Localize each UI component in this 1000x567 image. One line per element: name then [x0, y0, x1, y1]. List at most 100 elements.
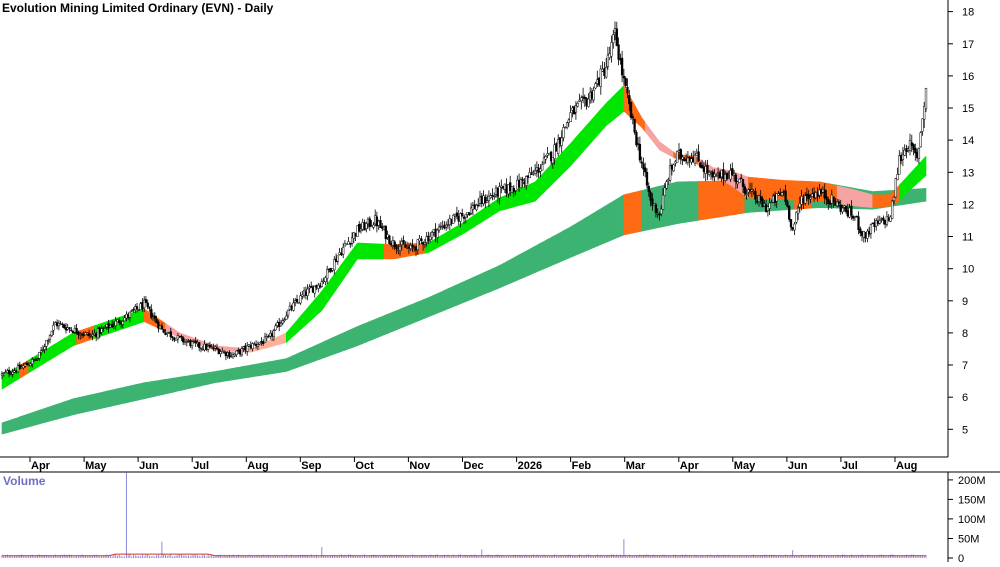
price-bar-body	[116, 319, 119, 322]
price-bar-body	[542, 157, 546, 164]
price-bar-body	[306, 288, 309, 296]
date-tick-label: Oct	[355, 460, 374, 472]
price-bar-body	[860, 231, 864, 236]
volume-label: Volume	[3, 474, 46, 488]
price-bar-body	[864, 231, 867, 239]
price-bar-body	[654, 204, 658, 213]
price-bar-body	[436, 229, 439, 238]
price-bar-body	[736, 181, 739, 185]
price-bar-body	[866, 230, 869, 239]
price-bar-body	[800, 196, 803, 205]
price-bar-body	[887, 217, 890, 221]
date-tick-label: 2026	[518, 460, 542, 472]
price-bar-body	[493, 195, 496, 198]
price-bar-body	[658, 214, 661, 216]
price-bar-body	[171, 336, 174, 338]
price-bar-body	[752, 190, 755, 192]
price-bar-body	[31, 359, 34, 365]
price-bar-body	[105, 323, 108, 328]
price-bar-body	[386, 234, 389, 238]
price-bar-body	[130, 310, 133, 312]
price-bar-body	[246, 345, 249, 352]
price-bar-body	[295, 299, 299, 302]
price-bar-body	[690, 158, 693, 163]
price-bar-body	[285, 315, 288, 320]
price-bar-body	[331, 268, 334, 271]
price-bar-body	[676, 151, 679, 163]
price-bar-body	[869, 224, 873, 234]
price-bar-body	[795, 212, 798, 223]
price-bar-body	[631, 116, 634, 119]
price-bar-body	[647, 186, 650, 193]
price-bar-body	[910, 142, 913, 147]
price-bar-body	[333, 259, 336, 271]
price-bar-body	[557, 139, 560, 154]
price-bar-body	[782, 191, 785, 193]
price-bar-body	[525, 176, 528, 186]
volume-ticks: 200M 150M 100M 50M 0	[948, 475, 986, 565]
price-bar-body	[430, 231, 434, 239]
price-bar-body	[883, 219, 887, 225]
price-bar-body	[368, 218, 371, 227]
price-bar-body	[404, 244, 407, 248]
price-bar-body	[25, 362, 29, 366]
price-bar-body	[546, 153, 549, 156]
price-bar-body	[789, 219, 793, 228]
price-bar-body	[448, 218, 451, 226]
price-bar-body	[811, 193, 814, 197]
price-bar-body	[541, 164, 544, 171]
price-bar-body	[818, 189, 821, 196]
price-bar-body	[569, 112, 572, 122]
price-bar-body	[549, 151, 553, 162]
price-bar-body	[158, 325, 162, 330]
price-bar-body	[182, 337, 185, 343]
price-bar-body	[610, 42, 613, 57]
volume-tick-label: 200M	[958, 475, 986, 487]
price-bar-body	[278, 321, 281, 328]
price-bar-body	[359, 228, 363, 232]
price-bar-body	[663, 187, 666, 196]
price-bar-body	[350, 237, 354, 244]
price-bar-body	[180, 336, 183, 338]
price-tick-label: 7	[962, 360, 968, 372]
price-bar-body	[402, 240, 405, 245]
price-bar-body	[530, 173, 533, 175]
price-bar-body	[544, 156, 547, 160]
price-bar-body	[176, 335, 180, 340]
price-bar-body	[41, 349, 45, 351]
price-bar-body	[398, 246, 402, 251]
price-bar-body	[825, 196, 828, 200]
price-bar-body	[71, 330, 75, 334]
price-bar-body	[912, 144, 915, 150]
price-bar-body	[310, 286, 313, 288]
price-bar-body	[299, 295, 302, 304]
price-bar-body	[679, 149, 682, 159]
price-tick-label: 16	[962, 71, 974, 83]
price-bar-body	[183, 341, 187, 343]
price-bar-body	[15, 370, 18, 373]
price-bar-body	[475, 205, 478, 211]
price-bar-body	[821, 189, 825, 193]
price-bar-body	[389, 243, 393, 245]
date-tick-label: Aug	[896, 460, 917, 472]
price-bar-body	[597, 77, 601, 86]
price-bar-body	[121, 321, 124, 325]
price-bar-body	[903, 149, 906, 156]
price-bar-body	[267, 335, 270, 338]
price-bar-body	[764, 204, 768, 213]
price-bar-body	[605, 67, 608, 78]
price-bar-body	[716, 172, 720, 174]
price-bar-body	[791, 227, 794, 230]
price-bar-body	[551, 157, 554, 164]
price-bar-body	[455, 212, 459, 217]
price-bar-body	[437, 226, 441, 231]
price-bar-body	[651, 198, 654, 206]
price-bar-body	[702, 167, 706, 172]
date-tick-label: Jun	[139, 460, 159, 472]
price-tick-label: 13	[962, 167, 974, 179]
price-bar-body	[253, 343, 256, 345]
date-tick-label: Sep	[301, 460, 321, 472]
price-bar-body	[548, 152, 551, 156]
price-bar-body	[79, 334, 82, 336]
